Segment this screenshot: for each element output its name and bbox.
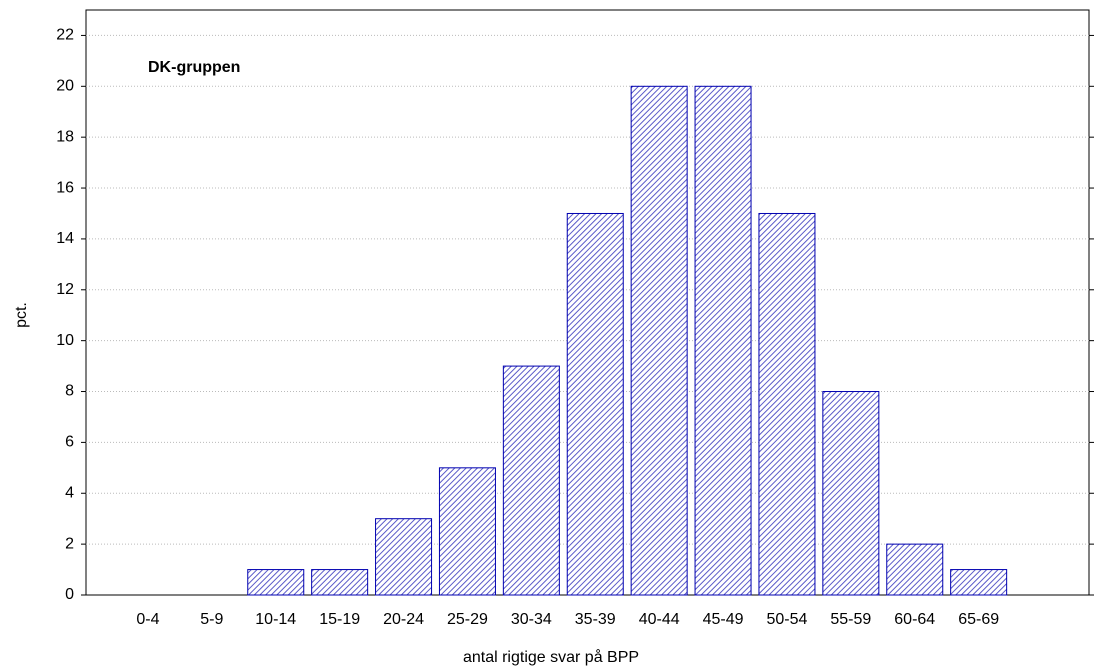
- y-tick-label: 0: [65, 586, 74, 603]
- y-axis-label: pct.: [13, 302, 30, 328]
- chart-title: DK-gruppen: [148, 59, 240, 76]
- x-axis-label: antal rigtige svar på BPP: [463, 648, 639, 666]
- bar: [822, 391, 880, 596]
- y-tick-label: 12: [56, 281, 74, 298]
- y-tick-label: 6: [65, 434, 74, 451]
- x-tick-label: 10-14: [255, 611, 296, 628]
- bar: [502, 365, 560, 596]
- bar: [375, 518, 433, 596]
- bar: [950, 569, 1008, 596]
- bar: [438, 467, 496, 596]
- x-tick-label: 40-44: [639, 611, 680, 628]
- bar: [311, 569, 369, 596]
- x-tick-label: 60-64: [894, 611, 935, 628]
- bar: [758, 212, 816, 596]
- y-tick-label: 16: [56, 179, 74, 196]
- x-tick-label: 20-24: [383, 611, 424, 628]
- x-tick-label: 35-39: [575, 611, 616, 628]
- x-tick-label: 45-49: [703, 611, 744, 628]
- x-tick-label: 25-29: [447, 611, 488, 628]
- y-tick-label: 10: [56, 332, 74, 349]
- y-tick-label: 4: [65, 484, 74, 501]
- x-tick-label: 65-69: [958, 611, 999, 628]
- y-tick-label: 20: [56, 78, 74, 95]
- y-tick-label: 8: [65, 383, 74, 400]
- bar: [694, 85, 752, 596]
- bar: [886, 543, 944, 596]
- y-tick-label: 18: [56, 128, 74, 145]
- y-tick-label: 2: [65, 535, 74, 552]
- bar: [247, 569, 305, 596]
- bar: [566, 212, 624, 596]
- x-tick-label: 15-19: [319, 611, 360, 628]
- y-tick-label: 14: [56, 230, 74, 247]
- x-tick-label: 0-4: [136, 611, 159, 628]
- bar: [630, 85, 688, 596]
- y-tick-label: 22: [56, 27, 74, 44]
- x-tick-label: 50-54: [766, 611, 807, 628]
- x-tick-label: 30-34: [511, 611, 552, 628]
- x-tick-label: 5-9: [200, 611, 223, 628]
- x-tick-label: 55-59: [830, 611, 871, 628]
